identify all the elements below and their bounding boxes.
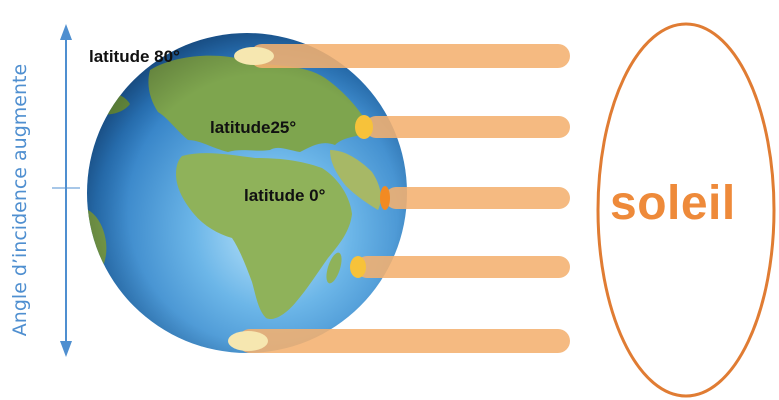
- latitude-0-label: latitude 0°: [244, 186, 326, 205]
- sun-label: soleil: [610, 177, 736, 230]
- impact-spot: [350, 256, 366, 278]
- vertical-double-arrow-icon: [52, 24, 80, 357]
- latitude-80-label: latitude 80°: [89, 47, 180, 66]
- axis-label: Angle d’incidence augmente: [9, 63, 31, 337]
- sun-rays: [238, 44, 570, 353]
- sun-ray: [385, 187, 570, 209]
- sun-ray: [250, 44, 570, 68]
- impact-spot: [228, 331, 268, 351]
- impact-spot: [234, 47, 274, 65]
- sun-ray: [365, 116, 570, 138]
- impact-spots: [228, 47, 390, 351]
- sun-ray: [356, 256, 570, 278]
- sun-outline: [596, 22, 776, 398]
- impact-spot: [355, 115, 373, 139]
- sun-ray: [238, 329, 570, 353]
- impact-spot: [380, 186, 390, 210]
- latitude-25-label: latitude25°: [210, 118, 297, 137]
